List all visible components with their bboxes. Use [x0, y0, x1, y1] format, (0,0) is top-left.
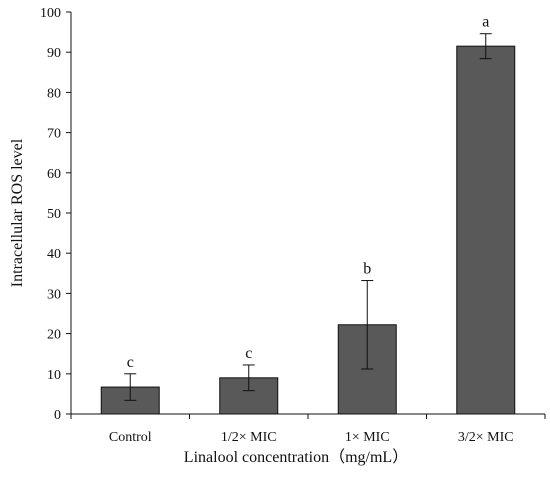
y-tick-label: 60: [47, 167, 61, 182]
y-tick-label: 40: [47, 247, 61, 262]
x-axis-title: Linalool concentration（mg/mL）: [184, 448, 408, 466]
y-tick-label: 90: [47, 46, 61, 61]
significance-label: c: [127, 354, 134, 371]
x-tick-label: 3/2× MIC: [458, 430, 514, 445]
y-tick-label: 0: [54, 408, 61, 423]
significance-label: a: [482, 14, 489, 31]
y-tick-label: 20: [47, 328, 61, 343]
y-tick-label: 100: [40, 6, 61, 21]
y-tick-label: 30: [47, 287, 61, 302]
x-tick-label: 1/2× MIC: [221, 430, 277, 445]
significance-label: b: [363, 261, 371, 278]
y-tick-label: 70: [47, 127, 61, 142]
y-tick-label: 80: [47, 86, 61, 101]
x-tick-label: 1× MIC: [345, 430, 390, 445]
significance-label: c: [245, 345, 252, 362]
y-tick-label: 50: [47, 207, 61, 222]
x-tick-label: Control: [109, 430, 152, 445]
y-axis-title: Intracellular ROS level: [9, 138, 26, 287]
y-tick-label: 10: [47, 368, 61, 383]
bar: [456, 45, 516, 415]
